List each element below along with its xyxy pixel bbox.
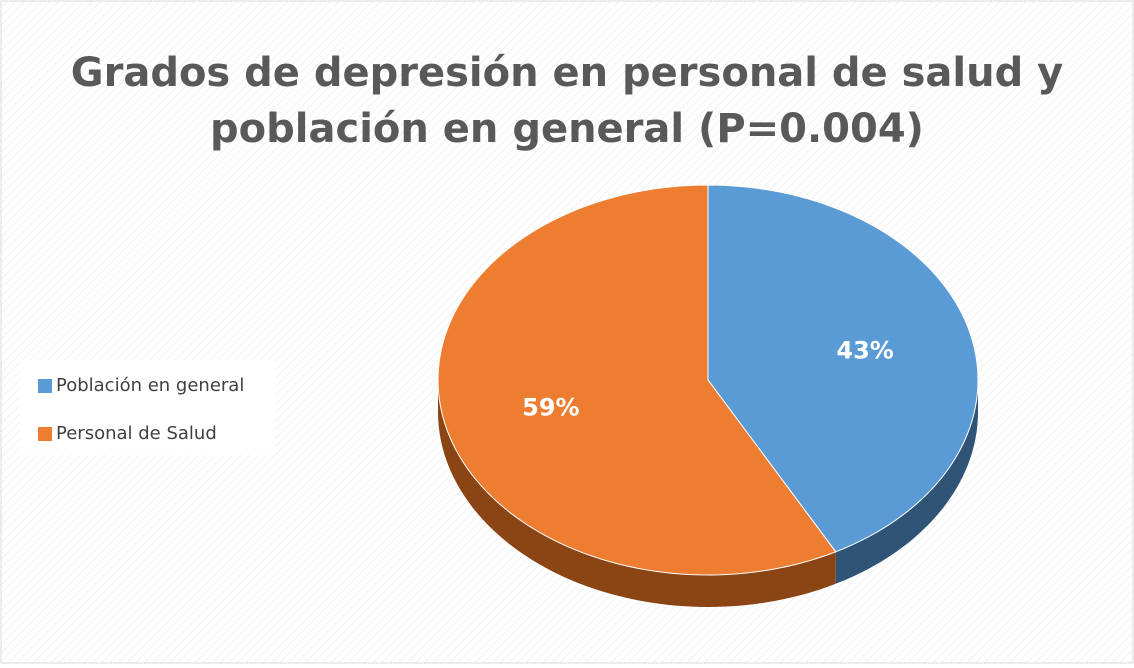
data-label: 59% [522, 394, 579, 422]
legend-label: Personal de Salud [56, 423, 217, 444]
slice-side [438, 380, 836, 607]
legend-label: Población en general [56, 375, 244, 396]
chart-title: Grados de depresión en personal de salud… [71, 50, 1063, 152]
legend-swatch [38, 427, 52, 441]
legend-box [20, 360, 275, 455]
legend-swatch [38, 379, 52, 393]
data-label: 43% [836, 336, 893, 364]
pie-slice [437, 184, 837, 576]
slice-side [835, 380, 978, 584]
pie-slice [707, 184, 979, 553]
